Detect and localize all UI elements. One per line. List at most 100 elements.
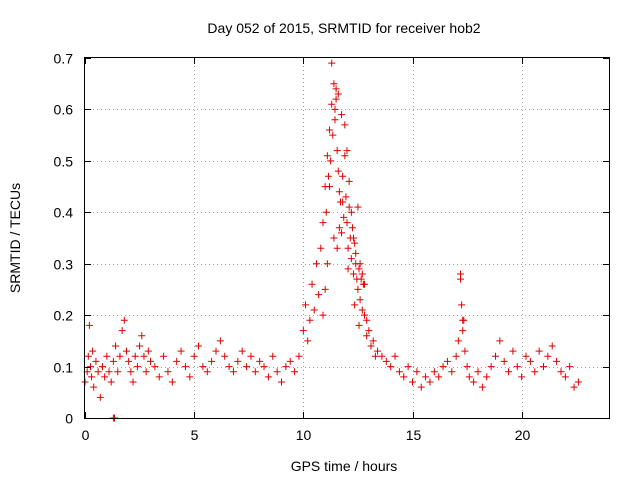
data-point [299, 327, 307, 335]
data-point [409, 378, 416, 386]
data-point [324, 172, 332, 180]
data-point [465, 373, 473, 381]
data-point [247, 352, 255, 360]
y-axis-title: SRMTID / TECUs [7, 183, 23, 293]
data-point [286, 357, 294, 365]
data-point [354, 203, 362, 211]
data-point [355, 321, 363, 329]
y-tick-label: 0.5 [54, 154, 74, 170]
x-tick-label: 15 [406, 427, 422, 443]
data-point [351, 239, 359, 247]
plot-frame [84, 57, 610, 419]
data-point [487, 363, 495, 371]
data-point [85, 321, 93, 329]
data-point [86, 363, 94, 371]
data-point [413, 368, 421, 376]
data-point [144, 347, 152, 355]
data-point [278, 378, 285, 386]
data-point [103, 352, 111, 360]
data-point [195, 342, 203, 350]
data-point [500, 357, 508, 365]
data-point [89, 347, 97, 355]
data-point [360, 280, 368, 288]
grid-lines [85, 58, 609, 418]
data-point [331, 116, 339, 124]
x-tick-labels: 0 5 10 15 20 [82, 427, 531, 443]
data-point [84, 352, 92, 360]
data-point [160, 352, 168, 360]
data-point [561, 373, 569, 381]
data-point [326, 183, 334, 191]
data-point [155, 373, 163, 381]
data-point [332, 85, 340, 93]
data-point [395, 368, 403, 376]
data-point [457, 270, 465, 278]
data-point [94, 368, 102, 376]
data-point [256, 357, 264, 365]
data-point [308, 280, 316, 288]
data-point [295, 352, 303, 360]
data-point [136, 342, 144, 350]
data-point [92, 357, 100, 365]
data-point [317, 244, 325, 252]
data-point [221, 352, 229, 360]
data-point [323, 152, 331, 160]
data-point [334, 90, 342, 98]
data-point [574, 378, 582, 386]
data-point [461, 347, 469, 355]
data-point [342, 193, 350, 201]
data-point [238, 347, 246, 355]
data-point [88, 373, 96, 381]
data-point [344, 265, 352, 273]
data-point [352, 249, 360, 257]
x-tick-label: 10 [296, 427, 312, 443]
data-point [391, 352, 399, 360]
data-point [422, 373, 430, 381]
data-point [173, 357, 181, 365]
data-point [338, 229, 346, 237]
data-point [341, 152, 349, 160]
data-point [509, 347, 517, 355]
data-point [382, 357, 390, 365]
data-point [351, 301, 359, 309]
data-point [190, 352, 198, 360]
data-point [140, 352, 148, 360]
y-tick-label: 0.2 [54, 308, 74, 324]
data-point [365, 327, 373, 335]
data-point [133, 363, 141, 371]
data-point [343, 219, 351, 227]
data-point [234, 357, 242, 365]
data-point [350, 234, 358, 242]
data-point [356, 260, 364, 268]
data-point [335, 224, 343, 232]
data-point [328, 100, 336, 108]
data-point [474, 368, 482, 376]
data-point [282, 363, 290, 371]
y-tick-label: 0.3 [54, 257, 74, 273]
data-point [355, 265, 363, 273]
data-point [345, 177, 353, 185]
data-point [333, 244, 341, 252]
data-point [557, 368, 565, 376]
data-point [334, 167, 342, 175]
data-point [354, 285, 362, 293]
data-point [363, 332, 371, 340]
data-point [105, 368, 113, 376]
data-point [338, 111, 346, 119]
x-axis-title: GPS time / hours [291, 458, 398, 474]
data-point [129, 378, 137, 386]
data-point [273, 368, 281, 376]
data-point [107, 378, 115, 386]
data-point [208, 357, 216, 365]
data-point [348, 224, 356, 232]
data-point [321, 285, 329, 293]
data-point [378, 352, 386, 360]
data-point [387, 363, 395, 371]
data-point [526, 357, 534, 365]
data-point [358, 306, 366, 314]
data-point [369, 337, 377, 345]
x-tick-label: 0 [82, 427, 90, 443]
data-point [330, 234, 338, 242]
data-point [358, 270, 366, 278]
data-point [168, 378, 176, 386]
